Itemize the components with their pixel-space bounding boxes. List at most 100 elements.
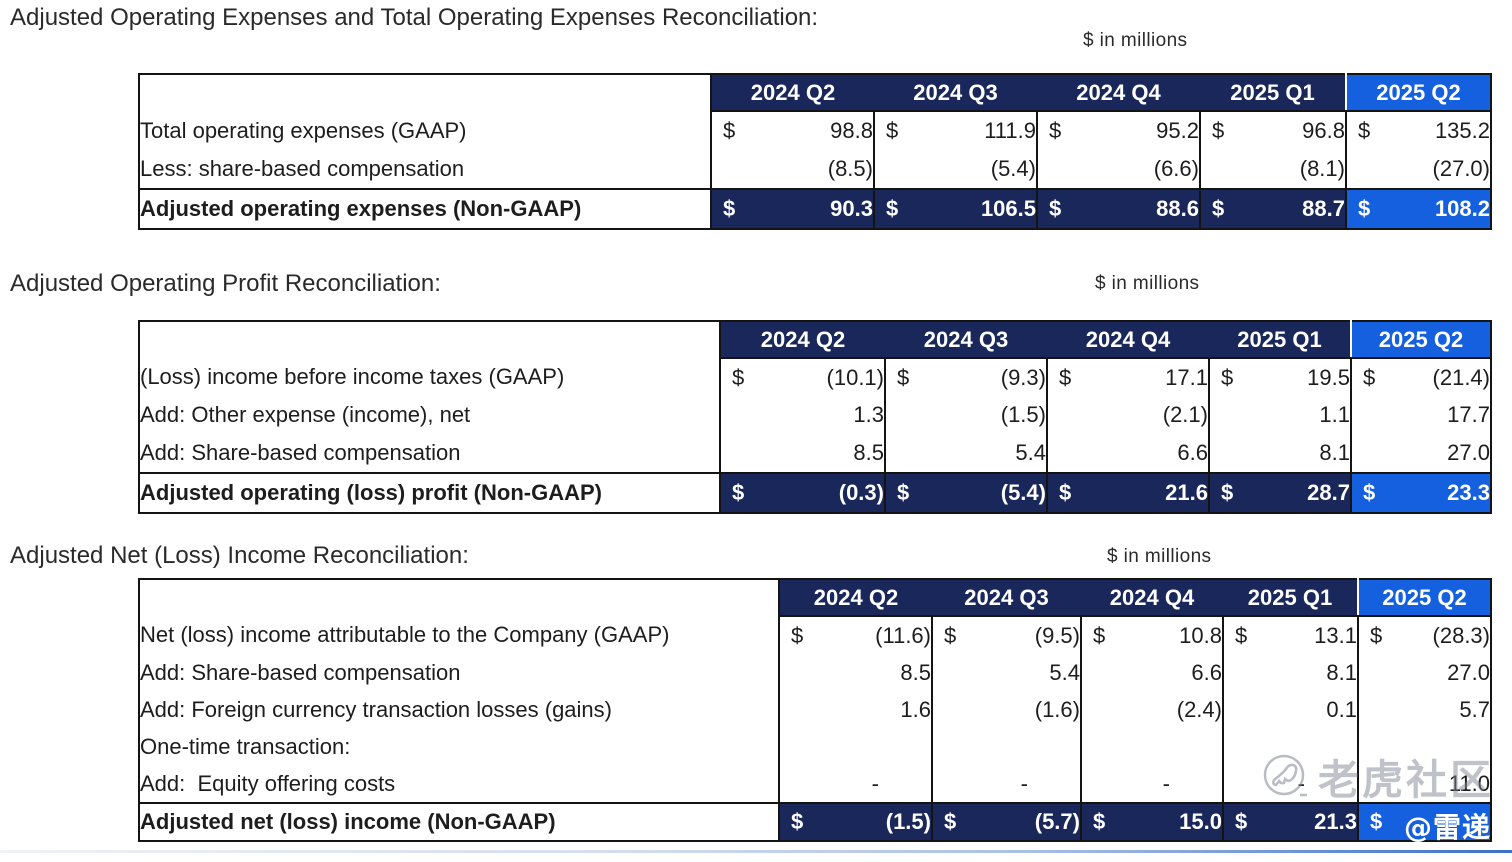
- total-cell: $106.5: [873, 188, 1037, 229]
- cell: (27.0): [1345, 150, 1491, 189]
- cell-value: 95.2: [1156, 118, 1199, 143]
- table-row: Total operating expenses (GAAP) $98.8 $1…: [139, 111, 1491, 150]
- cell: -: [1080, 765, 1223, 803]
- currency-symbol: $: [897, 364, 910, 390]
- total-cell: $90.3: [710, 188, 874, 229]
- total-label: Adjusted operating expenses (Non-GAAP): [139, 188, 711, 229]
- currency-symbol: $: [723, 196, 736, 221]
- table-row: Add: Equity offering costs - - - - 11.0: [139, 765, 1491, 803]
- cell-value: 98.8: [830, 118, 873, 143]
- cell-value: -: [1297, 770, 1305, 796]
- currency-symbol: $: [1212, 196, 1225, 221]
- cell: 6.6: [1046, 434, 1209, 473]
- table-row: One-time transaction:: [139, 728, 1491, 765]
- cell-value: (28.3): [1432, 622, 1490, 648]
- cell: 27.0: [1357, 654, 1491, 691]
- currency-symbol: $: [1221, 480, 1234, 505]
- column-header: 2024 Q3: [885, 321, 1047, 359]
- currency-symbol: $: [1370, 809, 1383, 834]
- currency-symbol: $: [1235, 809, 1248, 834]
- cell: -: [778, 765, 932, 803]
- cell-value: 17.7: [1447, 402, 1490, 427]
- cell-value: 88.7: [1302, 196, 1345, 221]
- column-header: 2025 Q1: [1200, 74, 1346, 112]
- cell-value: (21.4): [1432, 364, 1490, 390]
- row-label: Total operating expenses (GAAP): [140, 117, 467, 143]
- cell-value: 19.5: [1307, 364, 1350, 390]
- cell: 8.5: [719, 434, 885, 473]
- cell-value: (6.6): [1153, 156, 1199, 181]
- total-cell: $ (5.7): [931, 802, 1081, 841]
- currency-symbol: $: [1235, 622, 1248, 648]
- cell: $ (10.1): [719, 358, 885, 396]
- cell: 8.1: [1208, 434, 1351, 473]
- cell: 0.1: [1222, 691, 1358, 728]
- cell-value: (2.1): [1162, 402, 1208, 427]
- cell-value: (1.5): [885, 809, 931, 834]
- row-label: Add: Share-based compensation: [140, 440, 461, 465]
- header-spacer: [139, 321, 721, 358]
- cell: [1080, 728, 1223, 765]
- total-cell-highlight: $23.3: [1350, 472, 1491, 513]
- section-title-operating-expenses: Adjusted Operating Expenses and Total Op…: [10, 4, 819, 31]
- cell: [1222, 728, 1358, 765]
- row-label: Add: Foreign currency transaction losses…: [140, 696, 612, 722]
- cell: 1.6: [778, 691, 932, 728]
- total-cell: $21.6: [1046, 472, 1209, 513]
- total-cell: $21.3: [1222, 802, 1358, 841]
- column-header: 2025 Q1: [1209, 321, 1351, 359]
- cell-value: 1.1: [1319, 402, 1350, 427]
- cell: $17.1: [1046, 358, 1209, 396]
- cell: (8.1): [1199, 150, 1346, 189]
- cell-value: 15.0: [1179, 809, 1222, 834]
- header-spacer: [139, 74, 712, 111]
- cell-value: 111.9: [984, 118, 1036, 143]
- total-cell: $ (1.5): [778, 802, 932, 841]
- net-income-table: 2024 Q2 2024 Q3 2024 Q4 2025 Q1 2025 Q2 …: [138, 578, 1492, 842]
- table-row: Add: Foreign currency transaction losses…: [139, 691, 1491, 728]
- table-row: Less: share-based compensation (8.5) (5.…: [139, 150, 1491, 189]
- column-header: 2024 Q2: [711, 74, 874, 112]
- currency-symbol: $: [1358, 118, 1371, 143]
- cell-value: 8.5: [900, 659, 931, 685]
- currency-symbol: $: [1049, 196, 1062, 221]
- operating-profit-table: 2024 Q2 2024 Q3 2024 Q4 2025 Q1 2025 Q2 …: [138, 320, 1492, 514]
- cell: $ (28.3): [1357, 616, 1491, 654]
- column-header: 2024 Q3: [932, 579, 1081, 617]
- cell-value: (1.6): [1034, 696, 1080, 722]
- cell: -: [1222, 765, 1358, 803]
- cell-value: 8.1: [1319, 440, 1350, 465]
- cell: (2.4): [1080, 691, 1223, 728]
- section-title-operating-profit: Adjusted Operating Profit Reconciliation…: [10, 270, 441, 297]
- cell-value: 108.2: [1434, 196, 1490, 221]
- operating-expenses-table: 2024 Q2 2024 Q3 2024 Q4 2025 Q1 2025 Q2 …: [138, 73, 1492, 230]
- unit-note: $ in millions: [1083, 30, 1188, 51]
- row-label: One-time transaction:: [140, 733, 351, 759]
- cell-value: (9.3): [1000, 364, 1046, 390]
- unit-note: $ in millions: [1107, 546, 1212, 567]
- cell: $ (9.5): [931, 616, 1081, 654]
- column-header: 2024 Q4: [1047, 321, 1209, 359]
- cell: $13.1: [1222, 616, 1358, 654]
- table-row: Add: Other expense (income), net 1.3 (1.…: [139, 396, 1491, 434]
- column-header-highlight: 2025 Q2: [1345, 74, 1491, 112]
- column-header: 2024 Q4: [1037, 74, 1200, 112]
- currency-symbol: $: [732, 480, 745, 505]
- column-header: 2024 Q3: [874, 74, 1037, 112]
- total-cell: $ (5.4): [884, 472, 1047, 513]
- total-cell: $28.7: [1208, 472, 1351, 513]
- header-spacer: [139, 579, 780, 616]
- cell: [778, 728, 932, 765]
- bottom-divider: [0, 850, 1512, 853]
- cell-value: 21.3: [1314, 809, 1357, 834]
- cell-value: 96.8: [1302, 118, 1345, 143]
- cell-value: (9.5): [1034, 622, 1080, 648]
- cell: (1.6): [931, 691, 1081, 728]
- cell-value: 27.0: [1447, 659, 1490, 685]
- cell-value: 11.0: [1448, 770, 1490, 796]
- cell: $ (9.3): [884, 358, 1047, 396]
- total-row: Adjusted operating expenses (Non-GAAP) $…: [139, 188, 1491, 229]
- currency-symbol: $: [791, 622, 804, 648]
- cell-value: 10.8: [1179, 622, 1222, 648]
